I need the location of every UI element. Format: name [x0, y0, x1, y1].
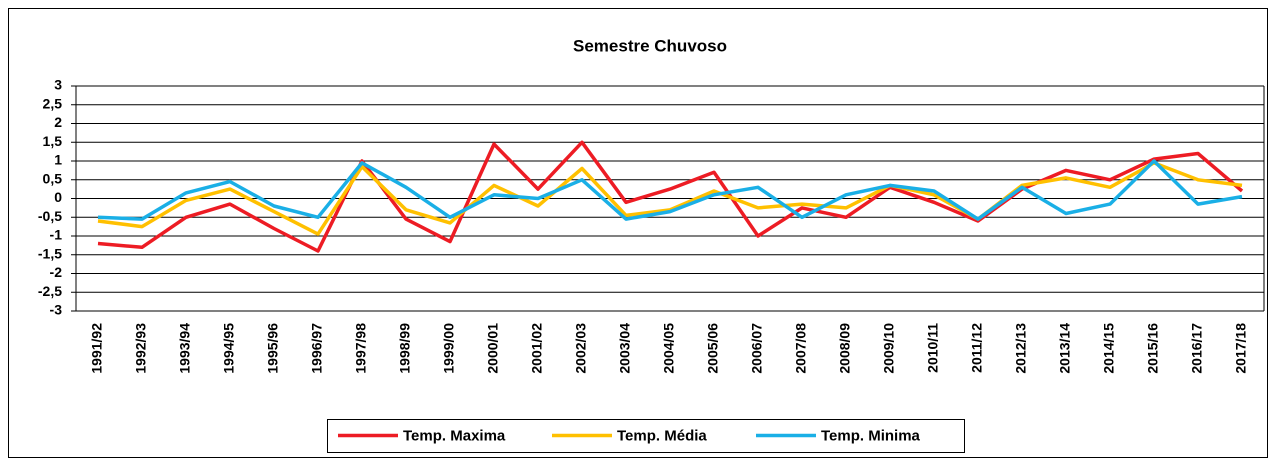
legend-label: Temp. Minima [821, 427, 921, 444]
x-tick-label: 2002/03 [573, 323, 589, 374]
x-tick-label: 2015/16 [1145, 323, 1161, 374]
y-tick-label: -2 [50, 264, 63, 280]
x-tick-label: 1996/97 [309, 323, 325, 374]
x-tick-label: 2009/10 [881, 323, 897, 374]
x-tick-label: 2013/14 [1057, 323, 1073, 374]
chart-border [8, 8, 1268, 458]
x-tick-label: 1997/98 [353, 323, 369, 374]
x-tick-label: 2012/13 [1013, 323, 1029, 374]
chart-title: Semestre Chuvoso [573, 36, 727, 55]
x-tick-label: 1994/95 [221, 323, 237, 374]
y-tick-label: 1,5 [43, 133, 63, 149]
y-tick-label: -3 [50, 302, 63, 318]
y-tick-label: 2 [54, 114, 62, 130]
legend-label: Temp. Média [617, 427, 707, 444]
x-tick-label: 2004/05 [661, 323, 677, 374]
x-tick-label: 2016/17 [1189, 323, 1205, 374]
y-tick-label: 0,5 [43, 170, 63, 186]
legend-box [327, 419, 965, 453]
x-tick-label: 1999/00 [441, 323, 457, 374]
x-tick-label: 2011/12 [969, 323, 985, 373]
x-tick-label: 2017/18 [1233, 323, 1249, 374]
x-tick-label: 2010/11 [925, 323, 941, 373]
x-tick-label: 1991/92 [89, 323, 105, 374]
y-tick-label: -2,5 [38, 283, 62, 299]
y-tick-label: -0,5 [38, 208, 62, 224]
y-tick-label: 0 [54, 189, 62, 205]
x-tick-label: 2014/15 [1101, 323, 1117, 374]
x-tick-label: 2008/09 [837, 323, 853, 374]
x-tick-label: 1995/96 [265, 323, 281, 374]
x-tick-label: 2001/02 [529, 323, 545, 374]
y-tick-label: 3 [54, 77, 62, 93]
x-tick-label: 2006/07 [749, 323, 765, 374]
x-tick-label: 2000/01 [485, 323, 501, 374]
y-tick-label: -1,5 [38, 245, 62, 261]
x-tick-label: 1993/94 [177, 323, 193, 374]
series-line [97, 140, 1244, 253]
y-tick-label: -1 [50, 227, 63, 243]
x-tick-label: 1998/99 [397, 323, 413, 374]
series-line [97, 159, 1243, 221]
x-tick-label: 2005/06 [705, 323, 721, 374]
y-tick-label: 2,5 [43, 95, 63, 111]
x-tick-label: 2003/04 [617, 323, 633, 374]
legend-label: Temp. Maxima [403, 427, 506, 444]
y-tick-label: 1 [54, 152, 62, 168]
x-tick-label: 1992/93 [133, 323, 149, 374]
x-tick-label: 2007/08 [793, 323, 809, 374]
